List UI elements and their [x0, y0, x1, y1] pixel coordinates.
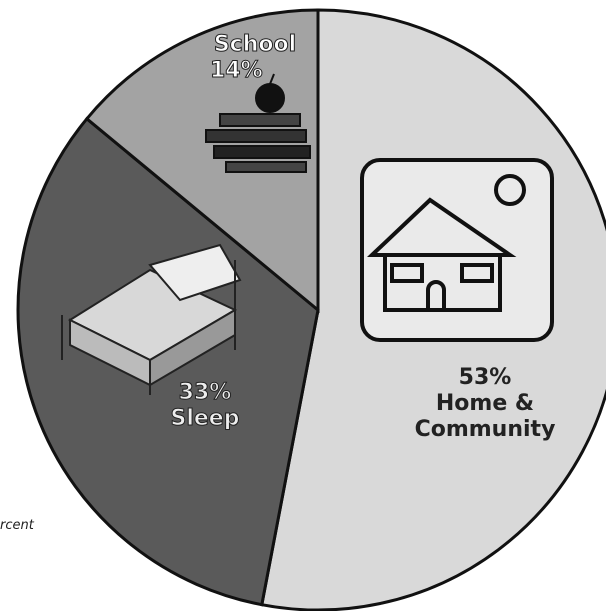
value-label: 14%: [190, 58, 320, 84]
slice-label-group: 33% Sleep: [150, 380, 260, 432]
pie-chart: [0, 0, 606, 611]
slice-label-group: 53% Home & Community: [405, 365, 565, 443]
chart: School 14% 33% Sleep 53% Home & Communit…: [0, 0, 606, 611]
value-label: 53%: [405, 365, 565, 391]
category-label: School: [190, 32, 320, 58]
value-label: 33%: [150, 380, 260, 406]
slice-label-group: School 14%: [190, 32, 320, 84]
annotation: rcent: [0, 518, 34, 533]
house-icon: [362, 160, 552, 340]
category-label: Sleep: [150, 406, 260, 432]
category-label: Home & Community: [405, 391, 565, 443]
